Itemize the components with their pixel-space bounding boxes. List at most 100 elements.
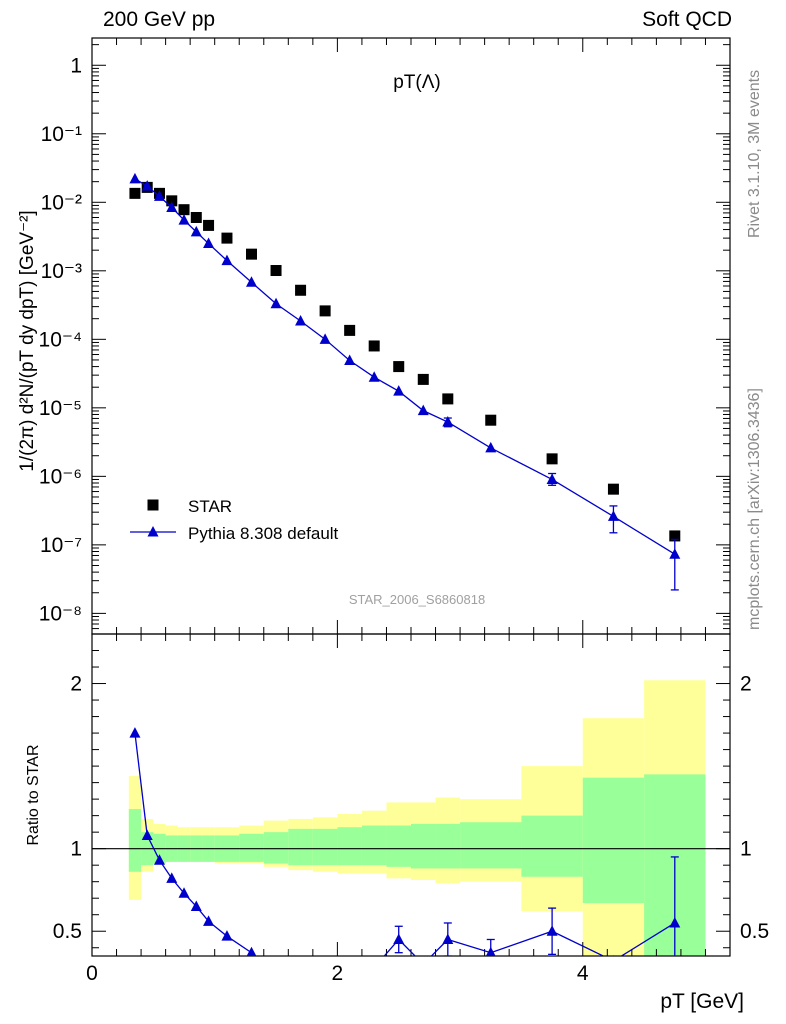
star-marker xyxy=(368,340,380,352)
band-inner xyxy=(386,825,411,867)
ratio-y-tick-label-right: 2 xyxy=(740,673,752,696)
ratio-pythia-marker xyxy=(129,727,141,738)
y-tick-label: 10⁻⁸ xyxy=(39,602,82,625)
band-inner xyxy=(263,832,289,864)
x-tick-label: 4 xyxy=(577,962,589,985)
pythia-marker xyxy=(546,473,558,484)
ratio-series xyxy=(129,727,681,999)
ratio-y-tick-label: 1 xyxy=(70,838,82,861)
ratio-pythia-marker xyxy=(178,887,190,898)
star-marker xyxy=(546,453,558,465)
pythia-marker xyxy=(221,254,233,266)
pythia-marker xyxy=(203,237,215,249)
y-tick-label: 10⁻⁶ xyxy=(39,465,82,488)
ratio-pythia-marker xyxy=(190,900,202,911)
header-right-label: Soft QCD xyxy=(642,8,732,31)
star-marker xyxy=(393,361,405,373)
y-tick-label: 10⁻⁴ xyxy=(39,328,82,351)
ratio-pythia-marker xyxy=(393,933,405,944)
pythia-marker xyxy=(442,416,454,427)
pythia-marker xyxy=(270,297,282,309)
x-axis-title: pT [GeV] xyxy=(660,990,744,1013)
legend-star-marker xyxy=(147,499,159,511)
legend-star-label: STAR xyxy=(188,497,232,516)
ratio-pythia-marker xyxy=(246,946,257,956)
ratio-pythia-marker xyxy=(221,930,233,941)
ratio-pythia-marker xyxy=(295,983,306,994)
pythia-marker xyxy=(166,201,178,212)
ratio-y-tick-label: 0.5 xyxy=(53,920,82,943)
ratio-y-tick-label-right: 1 xyxy=(740,838,752,861)
pythia-marker xyxy=(141,180,153,191)
analysis-watermark: STAR_2006_S6860818 xyxy=(349,592,485,607)
ratio-bands xyxy=(128,680,706,956)
y-tick-label: 10⁻⁷ xyxy=(40,534,82,557)
y-tick-label: 10⁻³ xyxy=(41,260,82,283)
legend-pythia-label: Pythia 8.308 default xyxy=(188,524,339,543)
ratio-pythia-marker xyxy=(166,872,178,883)
pythia-marker xyxy=(153,190,165,201)
ratio-pythia-marker xyxy=(271,971,282,982)
band-inner xyxy=(582,777,645,904)
ratio-y-tick-label: 2 xyxy=(70,673,82,696)
star-marker xyxy=(344,324,356,336)
star-marker xyxy=(319,305,331,317)
band-inner xyxy=(411,823,436,869)
main-y-axis-title: 1/(2π) d²N/(pT dy dpT) [GeV⁻²] xyxy=(17,210,38,471)
band-inner xyxy=(521,815,583,877)
ratio-pythia-line xyxy=(134,732,676,956)
y-tick-label: 10⁻² xyxy=(41,191,82,214)
y-tick-label: 1 xyxy=(70,54,82,77)
star-marker xyxy=(442,393,454,405)
ratio-y-axis-title: Ratio to STAR xyxy=(25,744,42,845)
star-marker xyxy=(295,284,307,296)
ratio-pythia-marker xyxy=(546,925,558,936)
ratio-pythia-marker xyxy=(141,829,153,840)
pythia-marker xyxy=(344,354,356,366)
ratio-pythia-marker xyxy=(320,988,331,999)
star-marker xyxy=(607,483,619,495)
ratio-pythia-marker xyxy=(344,975,355,986)
plot-title: pT(Λ) xyxy=(393,72,441,93)
x-tick-label: 0 xyxy=(86,962,98,985)
header-left-label: 200 GeV pp xyxy=(103,8,216,31)
pythia-marker xyxy=(246,276,257,287)
band-inner xyxy=(128,809,142,872)
band-inner xyxy=(239,833,264,862)
pythia-marker xyxy=(319,333,331,344)
pythia-marker xyxy=(485,441,497,453)
pythia-marker xyxy=(607,510,619,521)
ratio-pythia-marker xyxy=(203,915,215,926)
star-marker xyxy=(178,204,190,216)
ratio-y-tick-label-right: 0.5 xyxy=(740,920,769,943)
pythia-marker xyxy=(295,315,307,326)
band-inner xyxy=(288,828,313,866)
x-tick-label: 2 xyxy=(332,962,344,985)
star-marker xyxy=(221,232,233,244)
band-inner xyxy=(337,827,362,866)
pythia-marker xyxy=(178,214,190,225)
pythia-marker xyxy=(393,385,405,396)
pythia-marker xyxy=(368,371,380,382)
star-marker xyxy=(417,373,429,385)
ratio-pythia-marker xyxy=(153,854,165,865)
band-inner xyxy=(460,822,522,869)
ratio-pythia-marker xyxy=(442,933,454,944)
star-marker xyxy=(669,530,681,542)
star-marker xyxy=(485,414,497,426)
band-inner xyxy=(435,823,461,869)
star-marker xyxy=(270,265,282,277)
ratio-pythia-marker xyxy=(669,916,681,928)
star-marker xyxy=(246,248,257,260)
y-tick-label: 10⁻¹ xyxy=(41,123,82,146)
legend-pythia-marker xyxy=(147,526,159,537)
ratio-pythia-marker xyxy=(612,954,614,956)
band-inner xyxy=(312,828,338,866)
pythia-marker xyxy=(129,172,141,184)
star-marker xyxy=(129,187,141,199)
band-inner xyxy=(361,825,387,866)
pythia-marker xyxy=(190,225,202,237)
pythia-marker xyxy=(417,404,429,416)
ratio-pythia-marker xyxy=(418,958,429,969)
